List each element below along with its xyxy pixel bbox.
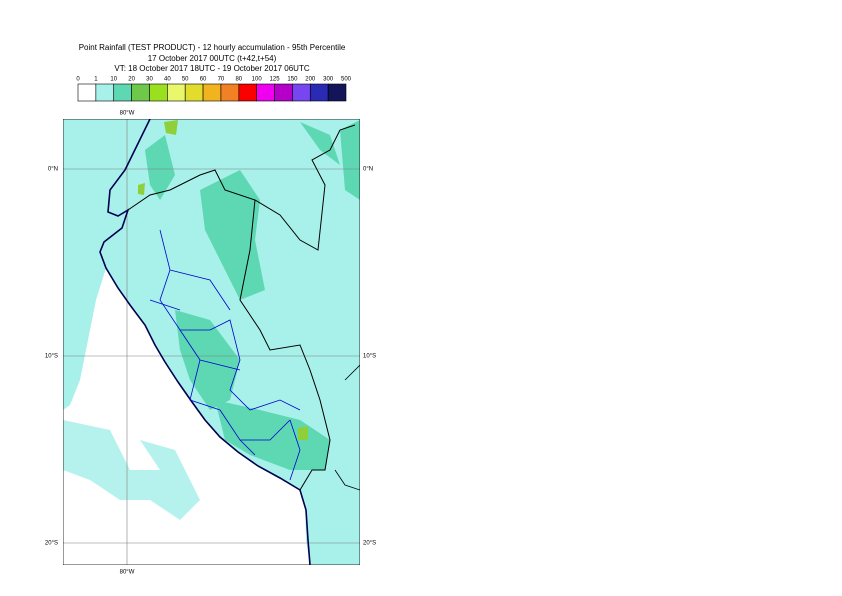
legend-label: 40 — [164, 77, 171, 83]
legend-swatch — [113, 83, 132, 102]
legend-label: 60 — [200, 77, 207, 83]
lat-label: 20°S — [363, 541, 376, 547]
legend-label: 50 — [182, 77, 189, 83]
legend-swatch — [220, 83, 240, 102]
province-border — [149, 229, 301, 481]
lon-label: 80°W — [120, 570, 135, 576]
valid-time: VT: 18 October 2017 18UTC - 19 October 2… — [114, 64, 309, 73]
legend-swatch — [292, 83, 311, 102]
legend-swatch — [202, 83, 222, 102]
lat-label: 10°S — [45, 354, 58, 360]
country-border — [334, 364, 360, 491]
lat-label: 0°N — [363, 167, 373, 173]
legend-swatch — [77, 83, 97, 102]
legend-swatch — [256, 83, 275, 102]
legend-swatch — [327, 83, 347, 102]
rain-ocean — [63, 420, 200, 520]
lat-label: 20°S — [45, 541, 58, 547]
lat-label: 10°S — [363, 354, 376, 360]
legend-label: 500 — [341, 77, 352, 83]
rain-ocean — [63, 119, 150, 410]
legend-label: 125 — [270, 77, 281, 83]
legend-label: 1 — [94, 77, 98, 83]
lon-label: 80°W — [120, 111, 135, 117]
legend-swatch — [184, 83, 204, 102]
run-time: 17 October 2017 00UTC (t+42,t+54) — [148, 54, 277, 63]
legend-swatch — [149, 83, 168, 102]
legend-label: 70 — [218, 77, 225, 83]
legend-label: 10 — [110, 77, 117, 83]
legend-label: 0 — [76, 77, 80, 83]
lat-label: 0°N — [48, 167, 58, 173]
legend-swatch — [309, 83, 329, 102]
legend: 0 1 10 20 30 40 50 60 70 80 100 125 150 200 300 500 — [76, 77, 352, 102]
legend-swatch — [131, 83, 150, 102]
legend-label: 150 — [287, 77, 298, 83]
coastline — [99, 119, 311, 565]
rain-moderate — [145, 120, 360, 470]
legend-label: 20 — [128, 77, 135, 83]
legend-label: 100 — [252, 77, 263, 83]
graticule — [63, 119, 360, 565]
legend-swatch — [95, 83, 115, 102]
country-border — [127, 124, 356, 491]
title: Point Rainfall (TEST PRODUCT) - 12 hourl… — [79, 43, 346, 52]
legend-swatch — [167, 83, 186, 102]
map — [63, 119, 360, 565]
legend-swatch — [274, 83, 293, 102]
legend-label: 300 — [323, 77, 334, 83]
legend-label: 80 — [235, 77, 242, 83]
legend-label: 200 — [305, 77, 316, 83]
legend-label: 30 — [146, 77, 153, 83]
legend-swatch — [238, 83, 257, 102]
